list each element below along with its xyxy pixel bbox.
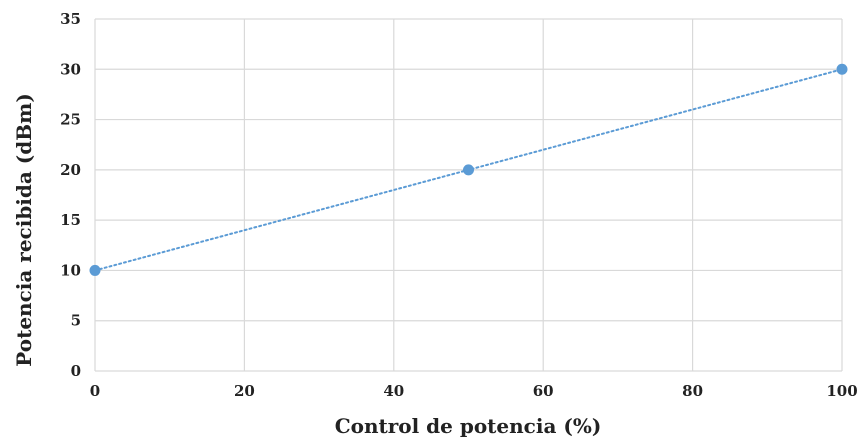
y-tick-label: 10 [60,261,81,279]
grid-layer [94,18,843,372]
x-tick-label: 80 [682,382,703,400]
y-tick-label: 5 [71,312,81,330]
tick-labels: 0 5 10 15 20 25 30 35 0 20 40 60 80 100 [60,10,858,400]
y-tick-label: 15 [60,211,81,229]
y-axis-title: Potencia recibida (dBm) [12,93,36,367]
y-tick-label: 0 [71,362,81,380]
y-tick-label: 25 [60,111,81,129]
x-tick-label: 60 [533,382,554,400]
x-tick-label: 0 [90,382,100,400]
y-tick-label: 30 [60,60,81,78]
x-tick-label: 100 [826,382,857,400]
data-point [89,264,101,276]
series-layer [89,63,848,276]
data-point [463,164,474,176]
x-tick-label: 40 [383,382,404,400]
x-tick-label: 20 [234,382,255,400]
y-tick-label: 35 [60,10,81,28]
data-point [836,63,848,75]
x-axis-title: Control de potencia (%) [335,414,602,438]
y-tick-label: 20 [60,161,81,179]
